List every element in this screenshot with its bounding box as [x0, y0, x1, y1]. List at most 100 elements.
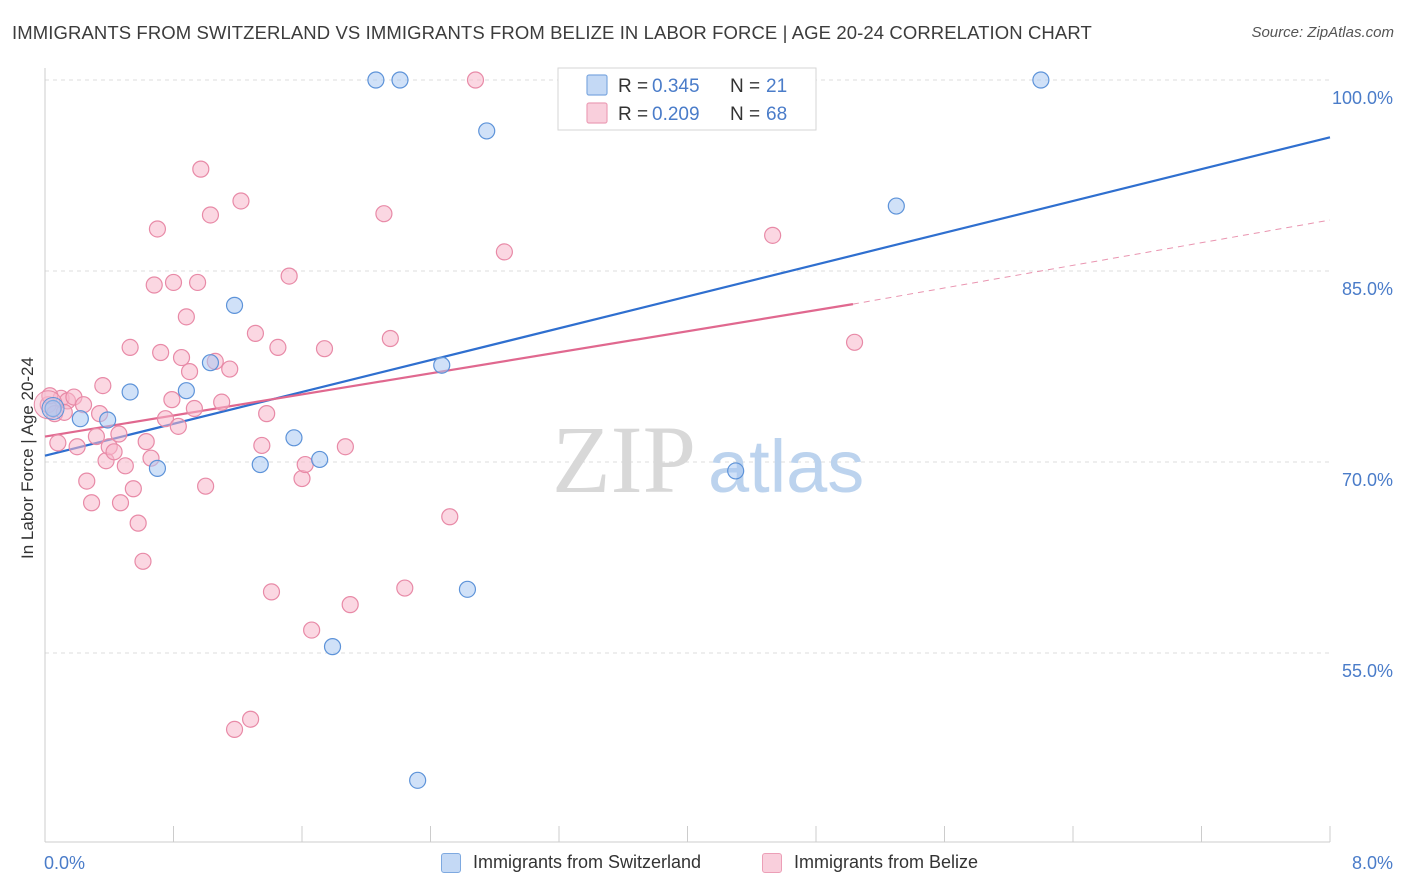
- belize-point: [68, 438, 86, 456]
- belize-point: [242, 710, 260, 728]
- belize-point: [111, 494, 130, 512]
- trend-lines: [44, 136, 1331, 457]
- belize-point: [145, 276, 163, 294]
- belize-point: [192, 160, 210, 178]
- switzerland-trend-line: [44, 136, 1331, 457]
- switzerland-point: [99, 411, 117, 429]
- belize-point: [185, 399, 203, 418]
- belize-point: [221, 360, 239, 378]
- belize-point: [293, 469, 311, 488]
- belize-point: [124, 480, 142, 498]
- belize-point: [213, 393, 231, 411]
- belize-point: [315, 340, 334, 358]
- y-tick-label: 55.0%: [1342, 661, 1393, 681]
- legend-r-value: 0.209: [652, 104, 700, 125]
- belize-point: [188, 273, 207, 292]
- switzerland-point: [285, 429, 303, 447]
- belize-point: [137, 433, 155, 451]
- legend-n-value: 21: [766, 76, 787, 97]
- belize-point: [232, 192, 250, 210]
- belize-point: [148, 220, 167, 238]
- switzerland-point: [887, 197, 905, 215]
- belize-point: [280, 267, 298, 285]
- switzerland-point: [478, 122, 496, 140]
- belize-point: [78, 472, 96, 490]
- switzerland-point: [177, 382, 195, 400]
- legend-label-switzerland: Immigrants from Switzerland: [473, 852, 702, 872]
- belize-point: [197, 477, 215, 495]
- switzerland-point: [311, 450, 329, 469]
- switzerland-points: [41, 71, 1050, 789]
- switzerland-point: [367, 71, 385, 89]
- switzerland-point: [391, 71, 409, 89]
- belize-point: [180, 362, 199, 381]
- switzerland-point: [1032, 71, 1050, 89]
- belize-swatch: [762, 852, 782, 873]
- belize-point: [466, 71, 485, 89]
- switzerland-point: [458, 580, 477, 598]
- legend-item-belize[interactable]: Immigrants from Belize: [762, 852, 978, 873]
- legend-swatch-1: [586, 102, 608, 124]
- legend-n-value: 68: [766, 104, 787, 125]
- belize-point: [177, 308, 195, 326]
- y-axis-label: In Labor Force | Age 20-24: [18, 357, 37, 559]
- legend-n-label: N =: [730, 104, 760, 125]
- belize-point: [105, 443, 123, 461]
- belize-point: [94, 377, 112, 395]
- belize-point: [172, 348, 191, 367]
- switzerland-point: [148, 459, 167, 477]
- belize-point: [845, 333, 864, 351]
- legend-r-value: 0.345: [652, 76, 700, 97]
- belize-point: [296, 455, 314, 474]
- belize-point: [116, 457, 134, 475]
- chart-title: IMMIGRANTS FROM SWITZERLAND VS IMMIGRANT…: [12, 22, 1092, 43]
- legend-r-label: R =: [618, 76, 648, 97]
- belize-point: [201, 206, 220, 224]
- switzerland-point: [409, 771, 427, 789]
- belize-point: [495, 243, 513, 261]
- belize-point: [262, 583, 281, 601]
- watermark: ZIP atlas: [552, 406, 864, 513]
- belize-point: [381, 329, 399, 348]
- belize-point: [82, 494, 101, 512]
- belize-point: [87, 427, 106, 446]
- belize-point: [258, 405, 276, 423]
- switzerland-point: [323, 638, 342, 656]
- y-tick-label: 70.0%: [1342, 470, 1393, 490]
- bottom-legend: Immigrants from Switzerland Immigrants f…: [0, 852, 1406, 878]
- belize-point: [396, 579, 414, 597]
- belize-point: [129, 514, 147, 532]
- legend-swatch-0: [586, 74, 608, 96]
- switzerland-point-cluster: [41, 397, 65, 421]
- belize-point: [74, 396, 93, 414]
- belize-trend-extension: [852, 219, 1331, 305]
- belize-point: [225, 720, 244, 739]
- legend-item-switzerland[interactable]: Immigrants from Switzerland: [441, 852, 701, 873]
- belize-point: [269, 338, 287, 356]
- switzerland-point: [251, 455, 269, 474]
- belize-point: [134, 552, 152, 570]
- belize-point: [336, 438, 354, 456]
- belize-point: [110, 425, 128, 443]
- belize-point: [253, 436, 271, 455]
- belize-point: [764, 226, 782, 244]
- switzerland-point: [71, 410, 89, 428]
- belize-point: [49, 434, 67, 452]
- switzerland-point: [121, 383, 139, 401]
- legend-top: R = 0.345 N = 21 R = 0.209 N = 68: [557, 67, 817, 131]
- belize-point: [246, 324, 265, 342]
- belize-point: [156, 410, 175, 428]
- belize-trend-line: [44, 303, 854, 438]
- switzerland-swatch: [441, 852, 461, 873]
- legend-label-belize: Immigrants from Belize: [794, 852, 979, 872]
- belize-point: [441, 508, 459, 526]
- belize-points: [33, 71, 864, 739]
- belize-point: [164, 273, 183, 292]
- switzerland-point: [433, 356, 451, 374]
- switzerland-point: [225, 296, 244, 314]
- source-label: Source: ZipAtlas.com: [1251, 24, 1394, 41]
- switzerland-point: [201, 354, 220, 372]
- x-tick-label-max: 8.0%: [1352, 853, 1393, 873]
- switzerland-point: [44, 399, 62, 418]
